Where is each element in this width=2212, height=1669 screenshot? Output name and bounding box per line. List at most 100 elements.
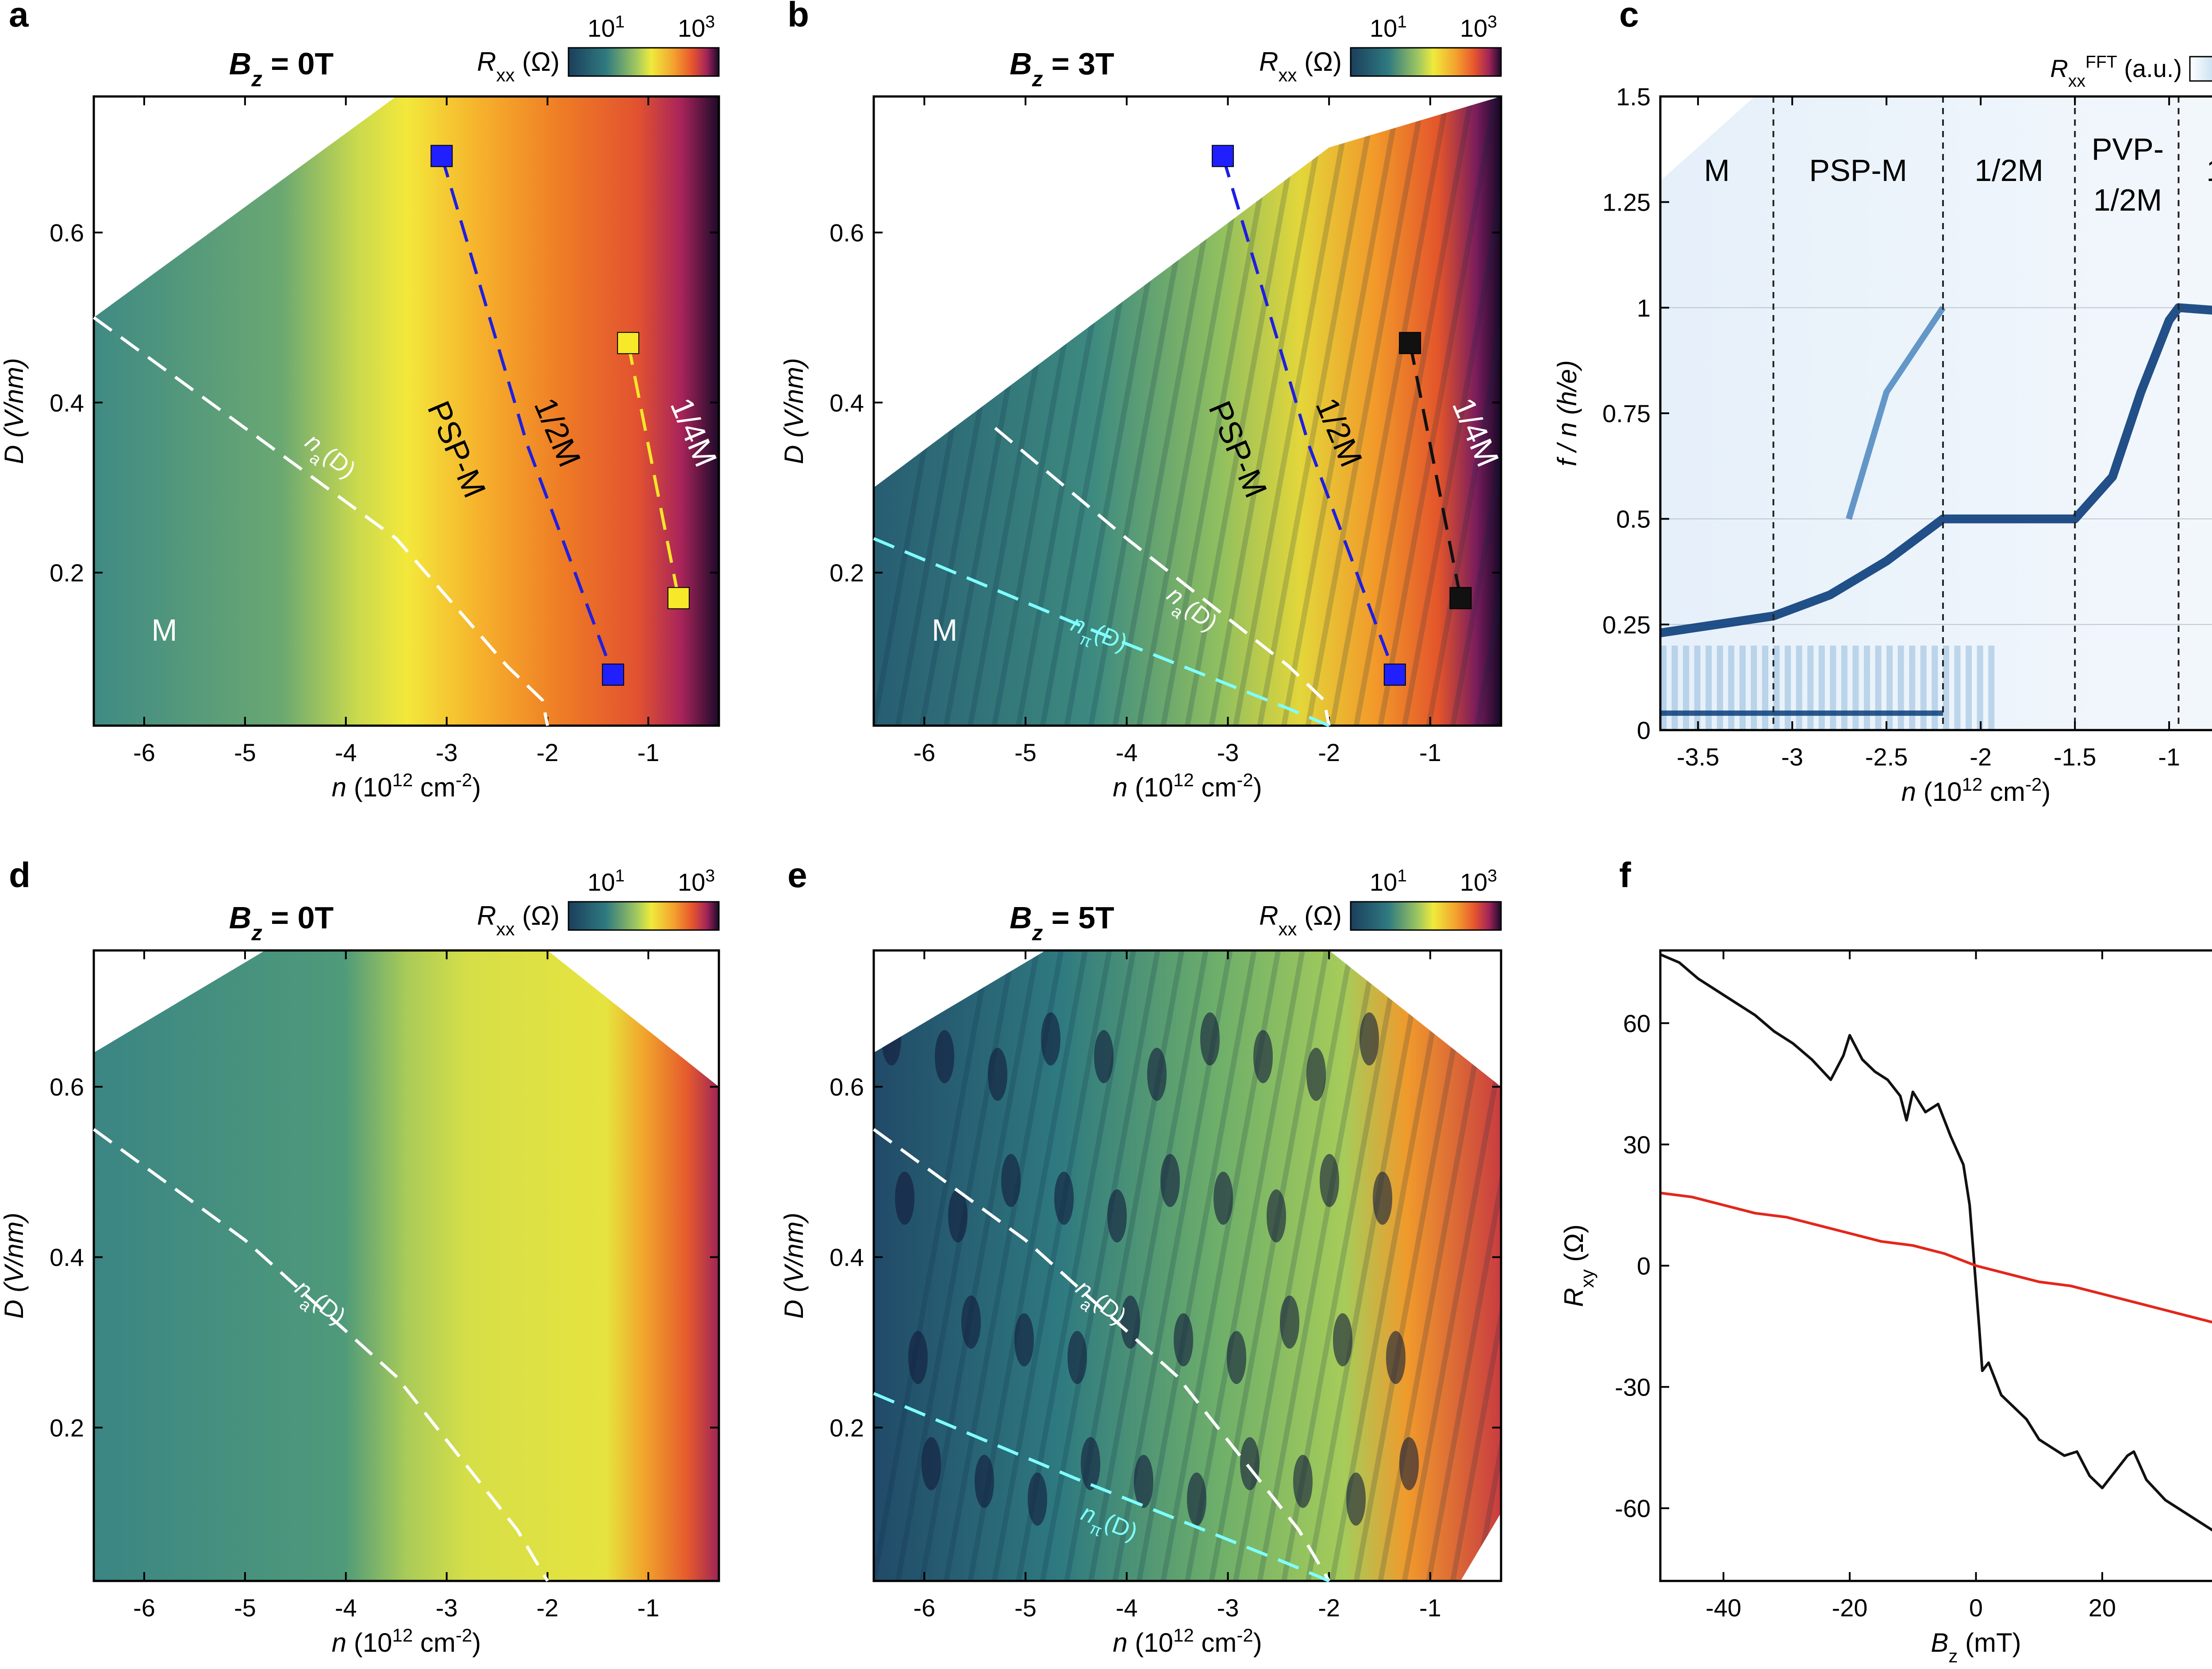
colorbar-label-c-part-0: R bbox=[2050, 54, 2068, 82]
title-e-part-2: = 5T bbox=[1043, 900, 1114, 935]
xtick-label-c-1: -3 bbox=[1781, 743, 1803, 771]
fft-region-label-1: PSP-M bbox=[1809, 153, 1907, 188]
xtick-label-e-3: -3 bbox=[1217, 1594, 1239, 1622]
x-axis-label-d-part-4: -2 bbox=[456, 1625, 472, 1646]
label-M-a: M bbox=[151, 613, 177, 647]
colorbar-b bbox=[1350, 47, 1502, 77]
xtick-label-d-2: -4 bbox=[335, 1594, 357, 1622]
ytick-label-e-1: 0.4 bbox=[830, 1243, 864, 1271]
texture-spot-e-7 bbox=[1253, 1030, 1273, 1083]
na-line-d bbox=[92, 1128, 549, 1582]
fft-panel: M PSP-M 1/2M PVP- 1/2M 1/4M bbox=[1659, 96, 2212, 730]
texture-spot-e-13 bbox=[1054, 1172, 1074, 1225]
colorbar-tick-lo-b-part-0: 10 bbox=[1370, 14, 1397, 42]
texture-stripe-e-7 bbox=[1040, 950, 1160, 1581]
texture-spot-e-2 bbox=[988, 1048, 1007, 1101]
colorbar-tick-hi-a: 103 bbox=[678, 12, 715, 42]
xtick-label-b-5: -1 bbox=[1419, 738, 1441, 766]
axes-e: -6 -5 -4 -3 -2 -1 0.2 0.4 0.6 bbox=[830, 949, 1502, 1622]
label-M-a-part-0: M bbox=[151, 613, 177, 647]
texture-spot-e-36 bbox=[1240, 1437, 1260, 1490]
xtick-label-f-1: -20 bbox=[1832, 1594, 1868, 1622]
colorbar-tick-hi-e: 103 bbox=[1460, 866, 1497, 896]
fft-noise-14 bbox=[1818, 646, 1825, 730]
y-axis-label-a-part-0: D (V/nm) bbox=[0, 358, 29, 464]
x-axis-label-d-part-2: 12 bbox=[392, 1625, 413, 1646]
x-axis-label-c-part-2: 12 bbox=[1962, 774, 1983, 795]
colorbar-tick-lo-d-part-0: 10 bbox=[588, 868, 615, 896]
npi-line-b bbox=[873, 537, 1330, 727]
xtick-label-e-0: -6 bbox=[913, 1594, 935, 1622]
ytick-label-c-1: 0.25 bbox=[1602, 611, 1651, 638]
colorbar-tick-lo-d: 101 bbox=[588, 866, 625, 896]
side-marker-start-a bbox=[617, 332, 639, 354]
fft-noise-4 bbox=[1705, 646, 1712, 730]
x-axis-label-e: n (1012 cm-2) bbox=[1113, 1625, 1262, 1658]
title-d-part-2: = 0T bbox=[262, 900, 334, 935]
texture-spot-e-17 bbox=[1267, 1189, 1286, 1242]
xtick-label-d-3: -3 bbox=[436, 1594, 458, 1622]
fft-region-label-4-part-0: 1/2M bbox=[2093, 183, 2162, 217]
colorbar-label-d-part-0: R bbox=[477, 901, 496, 931]
axes-frame-a bbox=[92, 95, 720, 727]
texture-stripe-b-24 bbox=[1450, 96, 1501, 726]
xtick-label-d-4: -2 bbox=[537, 1594, 559, 1622]
axes-d: -6 -5 -4 -3 -2 -1 0.2 0.4 0.6 bbox=[50, 949, 720, 1622]
panel-letter-a: a bbox=[9, 0, 29, 34]
texture-spot-e-29 bbox=[1386, 1331, 1406, 1384]
x-axis-label-d-part-3: cm bbox=[413, 1628, 456, 1657]
fft-noise-1 bbox=[1671, 646, 1678, 730]
texture-stripe-e-16 bbox=[1257, 950, 1378, 1581]
fft-region-label-1-part-0: PSP-M bbox=[1809, 153, 1907, 188]
xtick-label-c-5: -1 bbox=[2158, 743, 2180, 771]
texture-stripe-b-25 bbox=[1474, 96, 1501, 726]
fft-noise-5 bbox=[1717, 646, 1723, 730]
axes-frame-e bbox=[872, 949, 1502, 1582]
colorbar-tick-lo-b-part-1: 1 bbox=[1397, 12, 1407, 31]
texture-spot-e-0 bbox=[882, 1012, 901, 1065]
x-axis-label-b-part-1: (10 bbox=[1128, 773, 1173, 802]
x-axis-label-b-part-0: n bbox=[1113, 773, 1127, 802]
texture-stripe-b-15 bbox=[1233, 96, 1353, 726]
colorbar-label-e: Rxx (Ω) bbox=[1259, 901, 1342, 939]
panel-letter-c: c bbox=[1619, 0, 1639, 34]
y-axis-label-f-part-2: (Ω) bbox=[1559, 1224, 1589, 1269]
xtick-label-b-2: -4 bbox=[1116, 738, 1138, 766]
colorbar-tick-hi-d-part-1: 3 bbox=[705, 866, 715, 885]
texture-spot-e-10 bbox=[895, 1172, 914, 1225]
ytick-label-c-5: 1.25 bbox=[1602, 188, 1651, 216]
fft-noise-27 bbox=[1966, 646, 1972, 730]
x-axis-label-c: n (1012 cm-2) bbox=[1901, 774, 2051, 807]
colorbar-label-c-part-3: (a.u.) bbox=[2117, 54, 2182, 82]
blue-marker-end-b bbox=[1383, 663, 1406, 686]
xtick-label-d-1: -5 bbox=[234, 1594, 256, 1622]
fft-ridge-upper bbox=[1846, 306, 1946, 520]
side-marker-end-a bbox=[667, 587, 690, 609]
texture-stripe-e-18 bbox=[1305, 950, 1426, 1581]
texture-stripe-e-23 bbox=[1426, 950, 1501, 1581]
colorbar-label-b: Rxx (Ω) bbox=[1259, 47, 1342, 85]
texture-spot-e-23 bbox=[1068, 1331, 1087, 1384]
colorbar-tick-hi-d-part-0: 10 bbox=[678, 868, 705, 896]
fft-noise-24 bbox=[1932, 646, 1938, 730]
fft-noise-2 bbox=[1683, 646, 1690, 730]
fft-noise-23 bbox=[1920, 646, 1927, 730]
title-e: Bz = 5T bbox=[1010, 900, 1114, 945]
x-axis-label-e-part-3: cm bbox=[1194, 1628, 1237, 1657]
texture-stripe-e-14 bbox=[1209, 950, 1329, 1581]
x-axis-label-f-part-2: (mT) bbox=[1958, 1628, 2021, 1657]
fft-noise-0 bbox=[1660, 646, 1667, 730]
fft-region-label-4: 1/2M bbox=[2093, 183, 2162, 217]
texture-stripe-e-3 bbox=[943, 950, 1064, 1581]
title-d-part-1: z bbox=[251, 921, 262, 945]
y-axis-label-c: f / n (h/e) bbox=[1552, 360, 1582, 466]
ytick-label-d-1: 0.4 bbox=[50, 1243, 84, 1271]
side-marker-end-b bbox=[1449, 587, 1472, 609]
colorbar-label-c-part-1: xx bbox=[2068, 72, 2086, 91]
axes-frame-f bbox=[1659, 949, 2212, 1582]
ytick-label-c-4: 1 bbox=[1637, 294, 1651, 322]
texture-spot-e-34 bbox=[1134, 1455, 1153, 1508]
y-axis-label-e-part-0: D (V/nm) bbox=[779, 1213, 809, 1319]
